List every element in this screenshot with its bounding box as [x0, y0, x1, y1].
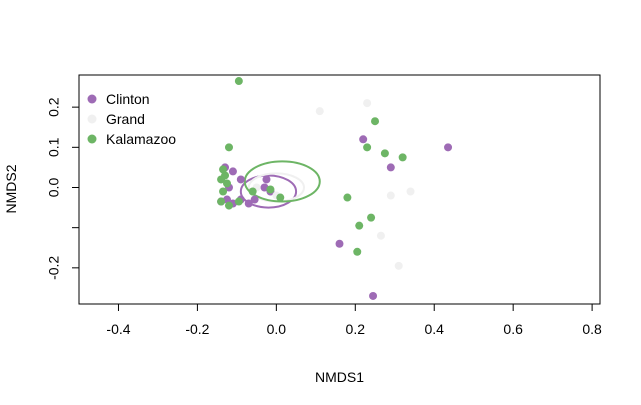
- y-tick-label: 0.1: [46, 137, 62, 157]
- x-axis-title: NMDS1: [315, 369, 364, 385]
- point-clinton: [250, 195, 259, 204]
- point-kalamazoo: [217, 197, 226, 206]
- point-kalamazoo: [353, 247, 362, 256]
- x-tick-label: 0.0: [267, 321, 287, 337]
- legend-label-kalamazoo: Kalamazoo: [106, 131, 176, 147]
- point-grand: [406, 187, 415, 196]
- point-kalamazoo: [355, 221, 364, 230]
- point-kalamazoo: [398, 153, 407, 162]
- x-tick-label: 0.6: [503, 321, 523, 337]
- point-clinton: [359, 135, 368, 144]
- legend-label-grand: Grand: [106, 111, 145, 127]
- point-kalamazoo: [223, 179, 232, 188]
- legend: Clinton Grand Kalamazoo: [87, 91, 176, 147]
- point-grand: [315, 107, 324, 116]
- ellipse-clinton: [239, 174, 298, 209]
- x-axis: -0.4 -0.2 0.0 0.2 0.4 0.6 0.8: [106, 304, 602, 337]
- x-tick-label: 0.2: [346, 321, 366, 337]
- x-tick-label: -0.2: [185, 321, 209, 337]
- point-grand: [394, 261, 403, 270]
- y-tick-label: 0.0: [46, 178, 62, 198]
- group-ellipses: [239, 160, 321, 209]
- point-kalamazoo: [221, 171, 230, 180]
- point-kalamazoo: [219, 187, 228, 196]
- point-grand: [376, 231, 385, 240]
- point-kalamazoo: [266, 185, 275, 194]
- point-clinton: [335, 239, 344, 248]
- legend-marker-clinton: [87, 94, 97, 104]
- point-grand: [386, 191, 395, 200]
- x-tick-label: 0.4: [424, 321, 444, 337]
- point-kalamazoo: [380, 149, 389, 158]
- x-tick-label: 0.8: [582, 321, 602, 337]
- point-clinton: [262, 175, 271, 184]
- point-clinton: [386, 163, 395, 172]
- point-kalamazoo: [367, 213, 376, 222]
- y-tick-label: -0.2: [46, 256, 62, 280]
- point-clinton: [444, 143, 453, 152]
- point-clinton: [369, 291, 378, 300]
- point-kalamazoo: [248, 187, 257, 196]
- y-axis: -0.2 0.0 0.1 0.2: [46, 97, 79, 280]
- point-kalamazoo: [224, 201, 233, 210]
- legend-marker-grand: [87, 114, 97, 124]
- point-kalamazoo: [234, 77, 243, 86]
- x-tick-label: -0.4: [106, 321, 130, 337]
- y-tick-label: 0.2: [46, 97, 62, 117]
- point-kalamazoo: [224, 143, 233, 152]
- point-kalamazoo: [219, 165, 228, 174]
- plot-frame: [78, 74, 601, 305]
- legend-label-clinton: Clinton: [106, 91, 150, 107]
- data-points: [217, 77, 453, 300]
- point-kalamazoo: [234, 197, 243, 206]
- point-kalamazoo: [371, 117, 380, 126]
- point-clinton: [228, 167, 237, 176]
- point-kalamazoo: [276, 193, 285, 202]
- point-clinton: [236, 175, 245, 184]
- point-grand: [363, 99, 372, 108]
- point-kalamazoo: [363, 143, 372, 152]
- y-axis-title: NMDS2: [3, 164, 19, 213]
- legend-marker-kalamazoo: [87, 134, 97, 144]
- point-clinton: [244, 199, 253, 208]
- ellipse-kalamazoo: [243, 160, 321, 203]
- point-kalamazoo: [343, 193, 352, 202]
